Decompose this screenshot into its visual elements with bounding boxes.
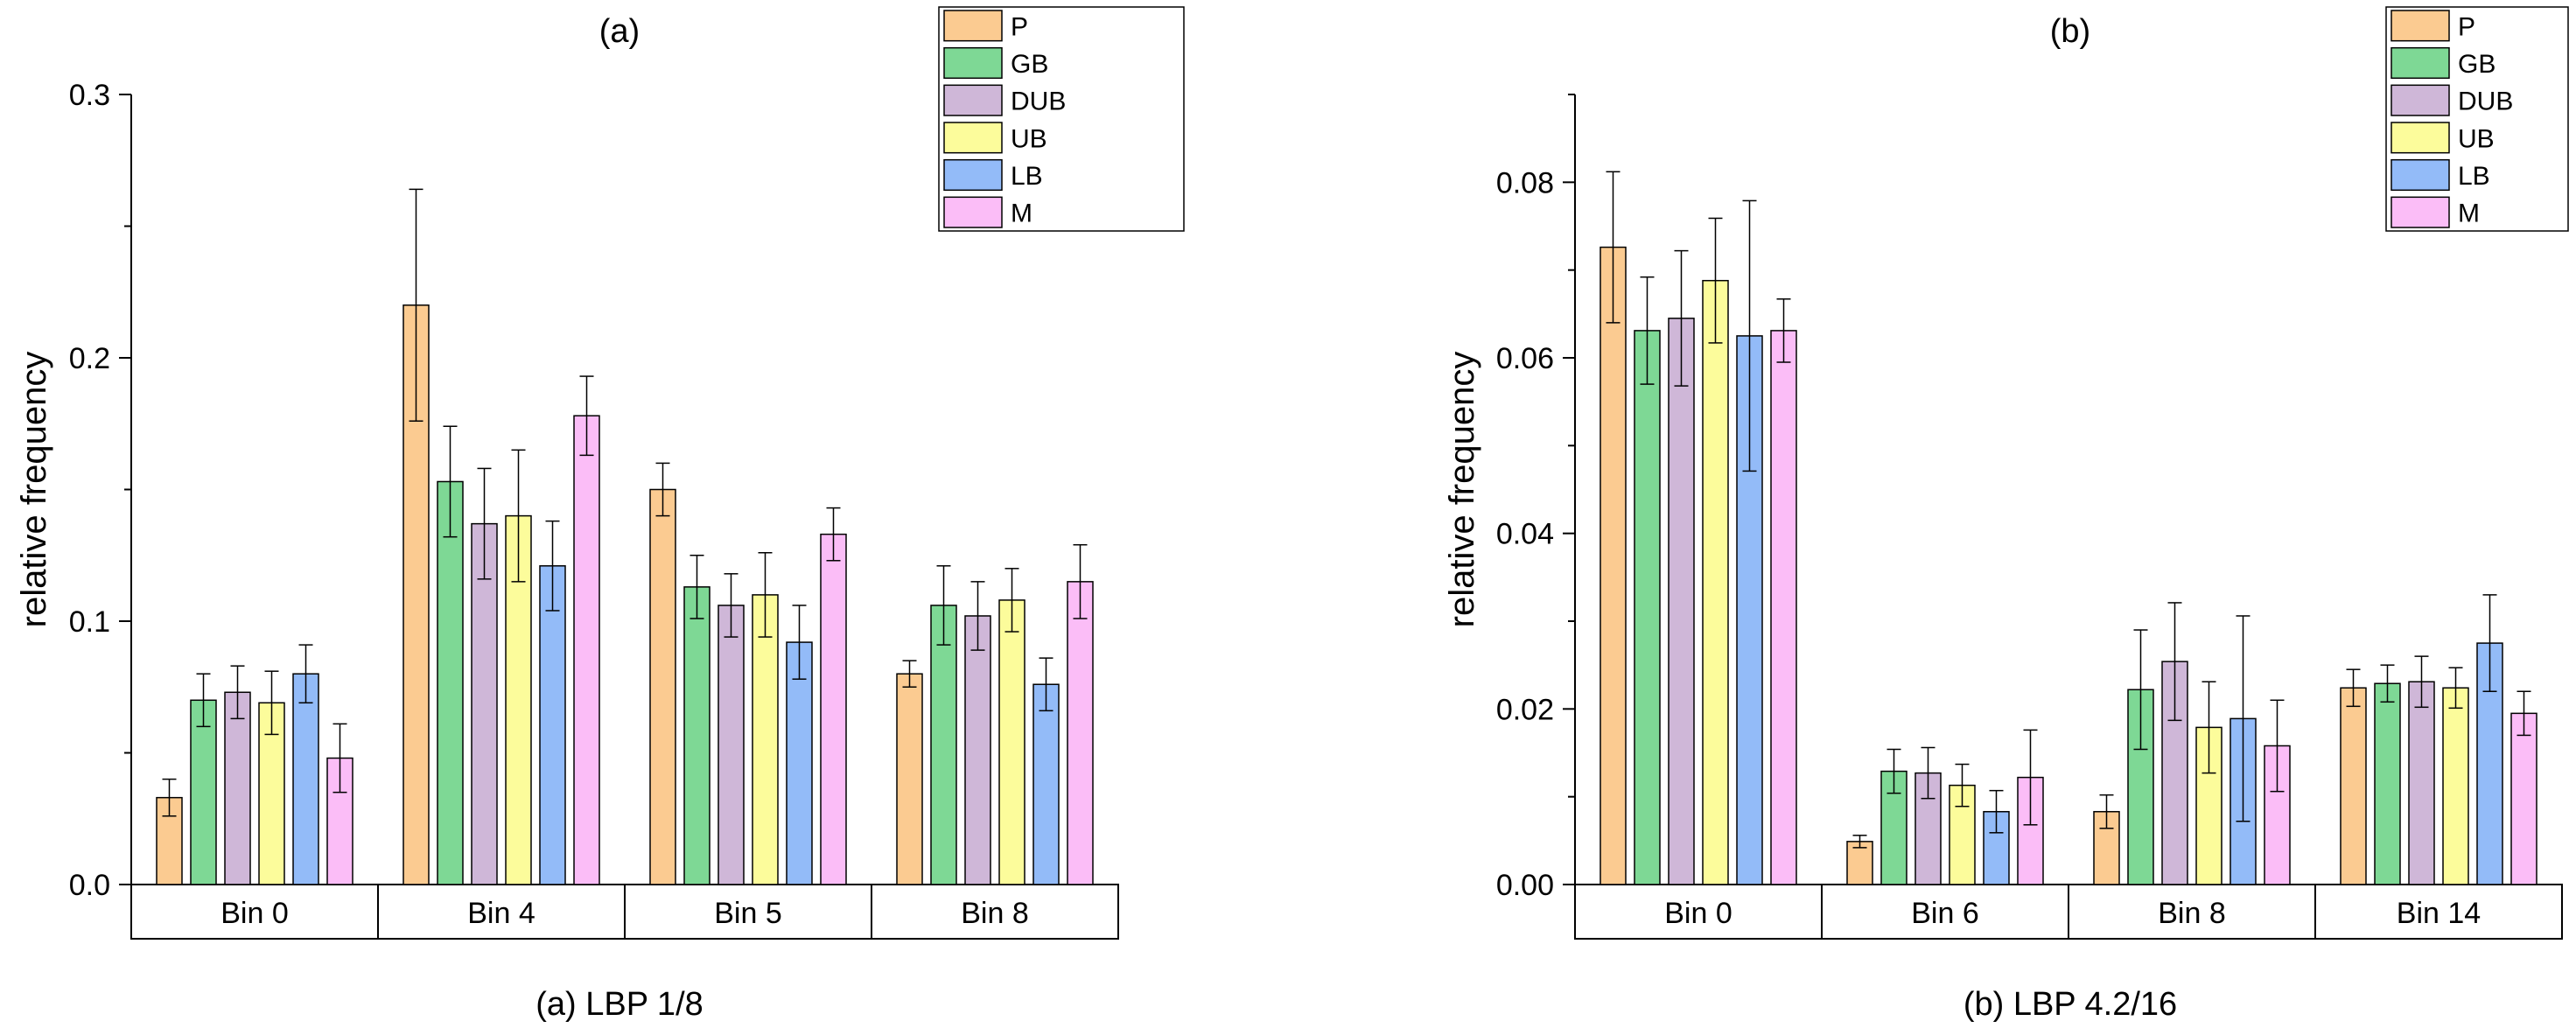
bar-gb xyxy=(930,605,957,885)
chart-title: (a) xyxy=(599,13,640,50)
bar-lb xyxy=(292,673,319,885)
bar-m xyxy=(820,533,847,885)
bar-gb xyxy=(2374,682,2401,885)
y-tick-label: 0.00 xyxy=(1496,869,1554,902)
bar-m xyxy=(1770,330,1797,885)
bar-gb xyxy=(437,480,464,885)
bar-gb xyxy=(190,699,217,885)
legend-swatch-p xyxy=(2390,10,2450,42)
bar-p xyxy=(649,488,676,885)
bar-dub xyxy=(471,522,498,885)
legend-label-m: M xyxy=(1011,199,1032,228)
legend-label-ub: UB xyxy=(2458,124,2495,153)
y-tick-label: 0.02 xyxy=(1496,693,1554,726)
bar-gb xyxy=(1880,770,1908,885)
bar-p xyxy=(1846,841,1873,885)
y-tick-label: 0.1 xyxy=(69,605,110,639)
bar-ub xyxy=(998,599,1026,885)
bar-dub xyxy=(2408,681,2435,885)
y-tick-label: 0.0 xyxy=(69,869,110,902)
legend-label-lb: LB xyxy=(1011,162,1043,191)
bar-gb xyxy=(1634,330,1661,885)
y-tick-label: 0.06 xyxy=(1496,342,1554,375)
bar-dub xyxy=(1668,318,1695,885)
x-category-label: Bin 8 xyxy=(961,897,1029,930)
y-tick-label: 0.04 xyxy=(1496,518,1554,551)
x-category-label: Bin 14 xyxy=(2397,897,2481,930)
legend-label-gb: GB xyxy=(1011,50,1048,79)
x-category-label: Bin 0 xyxy=(1664,897,1732,930)
bar-lb xyxy=(539,565,566,885)
legend-label-lb: LB xyxy=(2458,162,2490,191)
legend-swatch-ub xyxy=(943,122,1003,154)
x-category-label: Bin 0 xyxy=(220,897,289,930)
bar-ub xyxy=(752,594,779,885)
chart-caption: (b) LBP 4.2/16 xyxy=(1964,986,2177,1023)
legend-swatch-lb xyxy=(943,158,1003,192)
bar-p xyxy=(896,673,923,885)
y-axis-label: relative frequency xyxy=(15,352,53,628)
legend: P GB DUB UB LB M xyxy=(938,6,1185,232)
legend-box xyxy=(938,6,1185,232)
chart-b: (b) relative frequency 0.00 0.02 0.04 0.06 0.0… xyxy=(1443,6,2569,1023)
y-tick-label: 0.08 xyxy=(1496,166,1554,199)
bar-lb xyxy=(1032,683,1060,885)
bar-p xyxy=(2340,687,2367,885)
chart-caption: (a) LBP 1/8 xyxy=(536,986,704,1023)
legend-swatch-gb xyxy=(2390,46,2450,80)
legend-box xyxy=(2385,6,2569,232)
bar-ub xyxy=(2442,687,2469,885)
legend-swatch-p xyxy=(943,10,1003,42)
legend-label-gb: GB xyxy=(2458,50,2496,79)
bar-ub xyxy=(1702,279,1729,885)
bar-m xyxy=(1067,581,1094,885)
chart-title: (b) xyxy=(2050,13,2090,50)
x-category-label: Bin 6 xyxy=(1911,897,1979,930)
bar-dub xyxy=(964,615,991,885)
bar-dub xyxy=(224,691,251,885)
x-category-label: Bin 8 xyxy=(2158,897,2226,930)
legend-swatch-lb xyxy=(2390,158,2450,192)
legend-swatch-m xyxy=(2390,196,2450,228)
y-axis-label: relative frequency xyxy=(1443,352,1481,628)
legend-label-dub: DUB xyxy=(2458,87,2513,116)
legend-swatch-dub xyxy=(943,84,1003,116)
legend-label-ub: UB xyxy=(1011,124,1047,153)
legend-swatch-ub xyxy=(2390,122,2450,154)
x-category-label: Bin 4 xyxy=(467,897,536,930)
chart-a: (a) relative frequency 0.0 0.1 0.2 0.3 Bin 0 Bi… xyxy=(15,6,1185,1023)
bar-m xyxy=(573,415,600,885)
legend-swatch-gb xyxy=(943,46,1003,80)
x-category-label: Bin 5 xyxy=(714,897,782,930)
y-tick-label: 0.2 xyxy=(69,342,110,375)
legend-label-m: M xyxy=(2458,199,2480,228)
legend-label-p: P xyxy=(1011,12,1028,41)
bar-m xyxy=(2510,712,2538,885)
legend: P GB DUB UB LB M xyxy=(2385,6,2569,232)
legend-label-p: P xyxy=(2458,12,2475,41)
legend-swatch-m xyxy=(943,196,1003,228)
bar-gb xyxy=(683,586,710,885)
bar-dub xyxy=(718,605,745,885)
legend-label-dub: DUB xyxy=(1011,87,1066,116)
y-tick-label: 0.3 xyxy=(69,79,110,112)
bar-p xyxy=(1600,246,1627,885)
legend-swatch-dub xyxy=(2390,84,2450,116)
